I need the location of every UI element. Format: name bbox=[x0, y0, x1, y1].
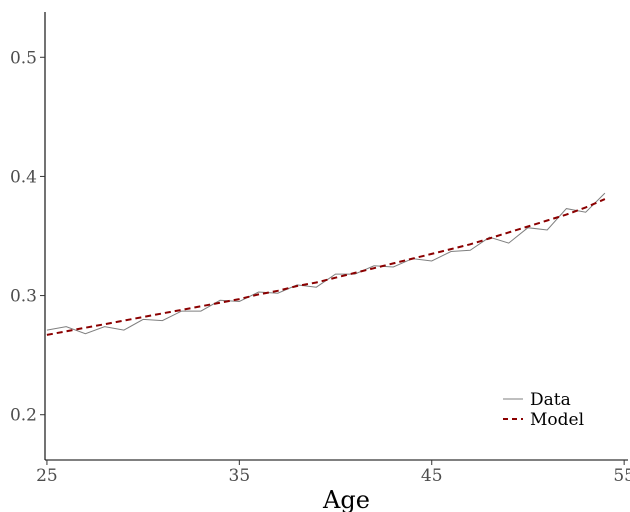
x-tick-label: 45 bbox=[421, 466, 443, 486]
y-tick-label: 0.3 bbox=[10, 287, 37, 307]
series-line-data bbox=[46, 192, 606, 335]
y-ticks: 0.2 0.3 0.4 0.5 bbox=[10, 48, 45, 426]
y-tick-label: 0.5 bbox=[10, 48, 37, 68]
x-tick-label: 55 bbox=[613, 466, 630, 486]
x-tick-label: 25 bbox=[36, 466, 58, 486]
legend-label-model: Model bbox=[530, 410, 584, 430]
y-tick-label: 0.2 bbox=[10, 406, 37, 426]
series-layer bbox=[46, 192, 606, 336]
legend-label-data: Data bbox=[530, 390, 571, 410]
series-line-model bbox=[46, 198, 606, 336]
axes bbox=[44, 12, 628, 461]
y-tick-label: 0.4 bbox=[10, 167, 37, 187]
x-ticks: 25 35 45 55 bbox=[36, 460, 630, 486]
x-axis-title: Age bbox=[322, 486, 370, 512]
x-tick-label: 35 bbox=[229, 466, 251, 486]
